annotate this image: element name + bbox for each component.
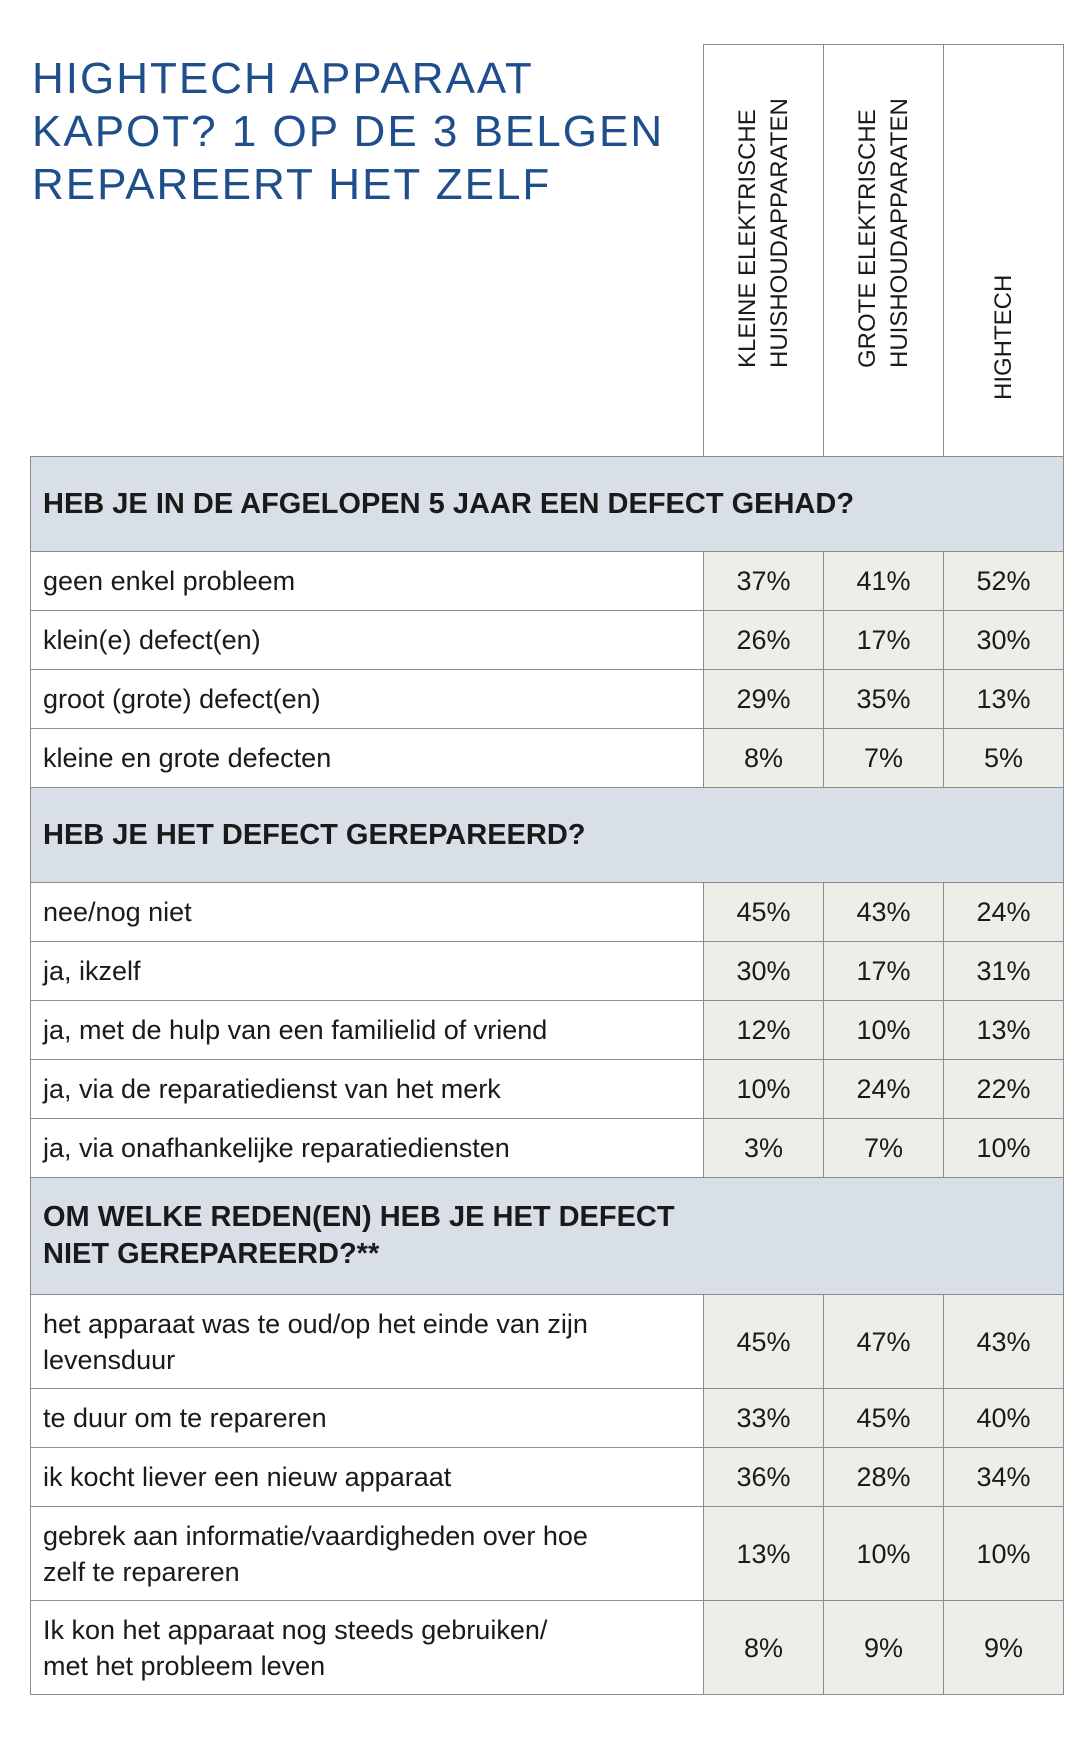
table-row: gebrek aan informatie/vaardigheden over … [30,1506,1064,1601]
table-row: ik kocht liever een nieuw apparaat 36% 2… [30,1447,1064,1507]
cell-value: 10% [943,1506,1064,1601]
cell-value: 37% [703,551,824,611]
cell-value: 47% [823,1294,944,1389]
survey-table: KLEINE ELEKTRISCHE HUISHOUDAPPARATEN GRO… [30,44,1064,1695]
section-header-reasons: OM WELKE REDEN(EN) HEB JE HET DEFECT NIE… [30,1177,1064,1295]
table-row: te duur om te repareren 33% 45% 40% [30,1388,1064,1448]
column-header-hightech: HIGHTECH [943,44,1064,457]
cell-value: 33% [703,1388,824,1448]
cell-value: 31% [943,941,1064,1001]
row-label: ja, via de reparatiedienst van het merk [30,1059,704,1119]
table-row: Ik kon het apparaat nog steeds gebruiken… [30,1600,1064,1695]
cell-value: 8% [703,728,824,788]
cell-value: 5% [943,728,1064,788]
cell-value: 13% [943,1000,1064,1060]
cell-value: 35% [823,669,944,729]
cell-value: 24% [943,882,1064,942]
cell-value: 34% [943,1447,1064,1507]
table-row: ja, via onafhankelijke reparatiediensten… [30,1118,1064,1178]
section-title: OM WELKE REDEN(EN) HEB JE HET DEFECT NIE… [30,1177,1064,1295]
cell-value: 22% [943,1059,1064,1119]
cell-value: 17% [823,610,944,670]
row-label: ja, met de hulp van een familielid of vr… [30,1000,704,1060]
page-title: HIGHTECH APPARAAT KAPOT? 1 OP DE 3 BELGE… [32,54,665,209]
cell-value: 10% [703,1059,824,1119]
cell-value: 29% [703,669,824,729]
cell-value: 3% [703,1118,824,1178]
column-header-small-appliances: KLEINE ELEKTRISCHE HUISHOUDAPPARATEN [703,44,824,457]
column-header-large-appliances: GROTE ELEKTRISCHE HUISHOUDAPPARATEN [823,44,944,457]
cell-value: 26% [703,610,824,670]
table-row: geen enkel probleem 37% 41% 52% [30,551,1064,611]
cell-value: 12% [703,1000,824,1060]
table-row: groot (grote) defect(en) 29% 35% 13% [30,669,1064,729]
row-label: ja, ikzelf [30,941,704,1001]
cell-value: 40% [943,1388,1064,1448]
cell-value: 30% [703,941,824,1001]
cell-value: 7% [823,1118,944,1178]
cell-value: 7% [823,728,944,788]
cell-value: 9% [823,1600,944,1695]
cell-value: 43% [943,1294,1064,1389]
section-header-defect: HEB JE IN DE AFGELOPEN 5 JAAR EEN DEFECT… [30,456,1064,552]
section-title: HEB JE HET DEFECT GEREPAREERD? [30,787,1064,883]
row-label: geen enkel probleem [30,551,704,611]
section-title: HEB JE IN DE AFGELOPEN 5 JAAR EEN DEFECT… [30,456,1064,552]
cell-value: 28% [823,1447,944,1507]
table-row: kleine en grote defecten 8% 7% 5% [30,728,1064,788]
row-label: het apparaat was te oud/op het einde van… [30,1294,704,1389]
table-row: ja, met de hulp van een familielid of vr… [30,1000,1064,1060]
cell-value: 45% [703,882,824,942]
table-row: ja, via de reparatiedienst van het merk … [30,1059,1064,1119]
cell-value: 52% [943,551,1064,611]
cell-value: 13% [943,669,1064,729]
table-row: ja, ikzelf 30% 17% 31% [30,941,1064,1001]
cell-value: 45% [823,1388,944,1448]
cell-value: 8% [703,1600,824,1695]
cell-value: 10% [823,1506,944,1601]
row-label: ik kocht liever een nieuw apparaat [30,1447,704,1507]
row-label: gebrek aan informatie/vaardigheden over … [30,1506,704,1601]
row-label: ja, via onafhankelijke reparatiediensten [30,1118,704,1178]
cell-value: 24% [823,1059,944,1119]
cell-value: 43% [823,882,944,942]
cell-value: 30% [943,610,1064,670]
row-label: Ik kon het apparaat nog steeds gebruiken… [30,1600,704,1695]
column-header-row: KLEINE ELEKTRISCHE HUISHOUDAPPARATEN GRO… [31,44,1064,457]
cell-value: 41% [823,551,944,611]
row-label: te duur om te repareren [30,1388,704,1448]
cell-value: 10% [943,1118,1064,1178]
cell-value: 13% [703,1506,824,1601]
table-row: klein(e) defect(en) 26% 17% 30% [30,610,1064,670]
row-label: groot (grote) defect(en) [30,669,704,729]
row-label: kleine en grote defecten [30,728,704,788]
cell-value: 36% [703,1447,824,1507]
cell-value: 10% [823,1000,944,1060]
section-header-repaired: HEB JE HET DEFECT GEREPAREERD? [30,787,1064,883]
row-label: klein(e) defect(en) [30,610,704,670]
cell-value: 9% [943,1600,1064,1695]
table-row: het apparaat was te oud/op het einde van… [30,1294,1064,1389]
row-label: nee/nog niet [30,882,704,942]
table-row: nee/nog niet 45% 43% 24% [30,882,1064,942]
cell-value: 45% [703,1294,824,1389]
cell-value: 17% [823,941,944,1001]
